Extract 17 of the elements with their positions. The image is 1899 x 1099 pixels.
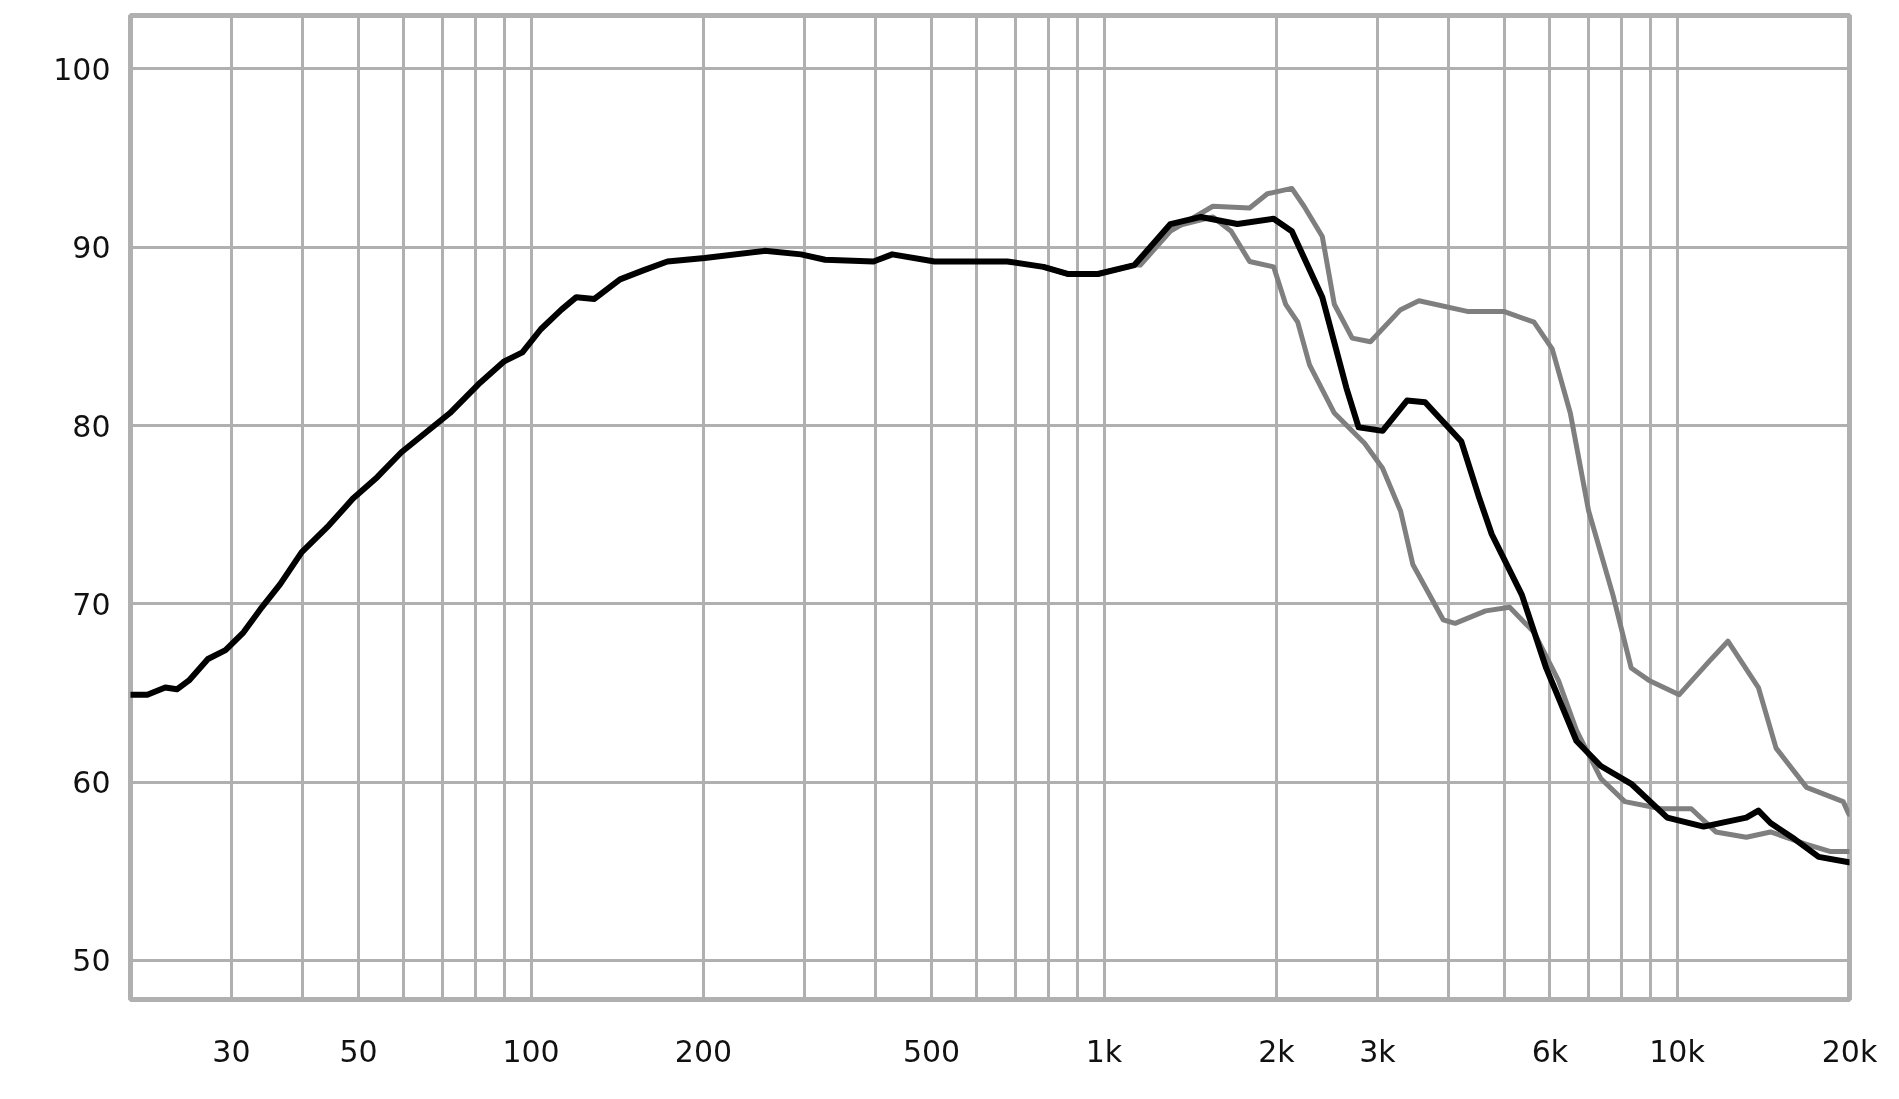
x-tick-label: 1k bbox=[1085, 1033, 1123, 1069]
x-tick-label: 3k bbox=[1359, 1033, 1397, 1069]
x-tick-label: 6k bbox=[1531, 1033, 1569, 1069]
y-tick-label: 60 bbox=[72, 765, 111, 801]
y-tick-label: 100 bbox=[53, 51, 111, 87]
y-tick-label: 80 bbox=[72, 408, 111, 444]
x-tick-label: 20k bbox=[1821, 1033, 1878, 1069]
y-tick-label: 70 bbox=[72, 586, 111, 622]
x-tick-label: 10k bbox=[1649, 1033, 1706, 1069]
x-tick-label: 500 bbox=[902, 1033, 961, 1069]
x-tick-label: 2k bbox=[1258, 1033, 1296, 1069]
x-tick-label: 50 bbox=[339, 1033, 378, 1069]
x-tick-label: 200 bbox=[674, 1033, 733, 1069]
y-tick-label: 90 bbox=[72, 230, 111, 266]
x-tick-label: 100 bbox=[502, 1033, 560, 1069]
y-tick-label: 50 bbox=[72, 943, 111, 979]
x-tick-label: 30 bbox=[212, 1033, 251, 1069]
